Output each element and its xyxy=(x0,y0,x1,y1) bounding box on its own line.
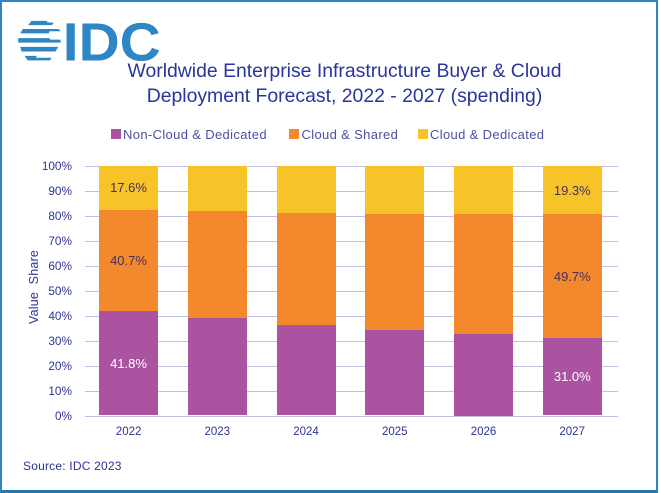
svg-text:IDC: IDC xyxy=(63,20,159,63)
